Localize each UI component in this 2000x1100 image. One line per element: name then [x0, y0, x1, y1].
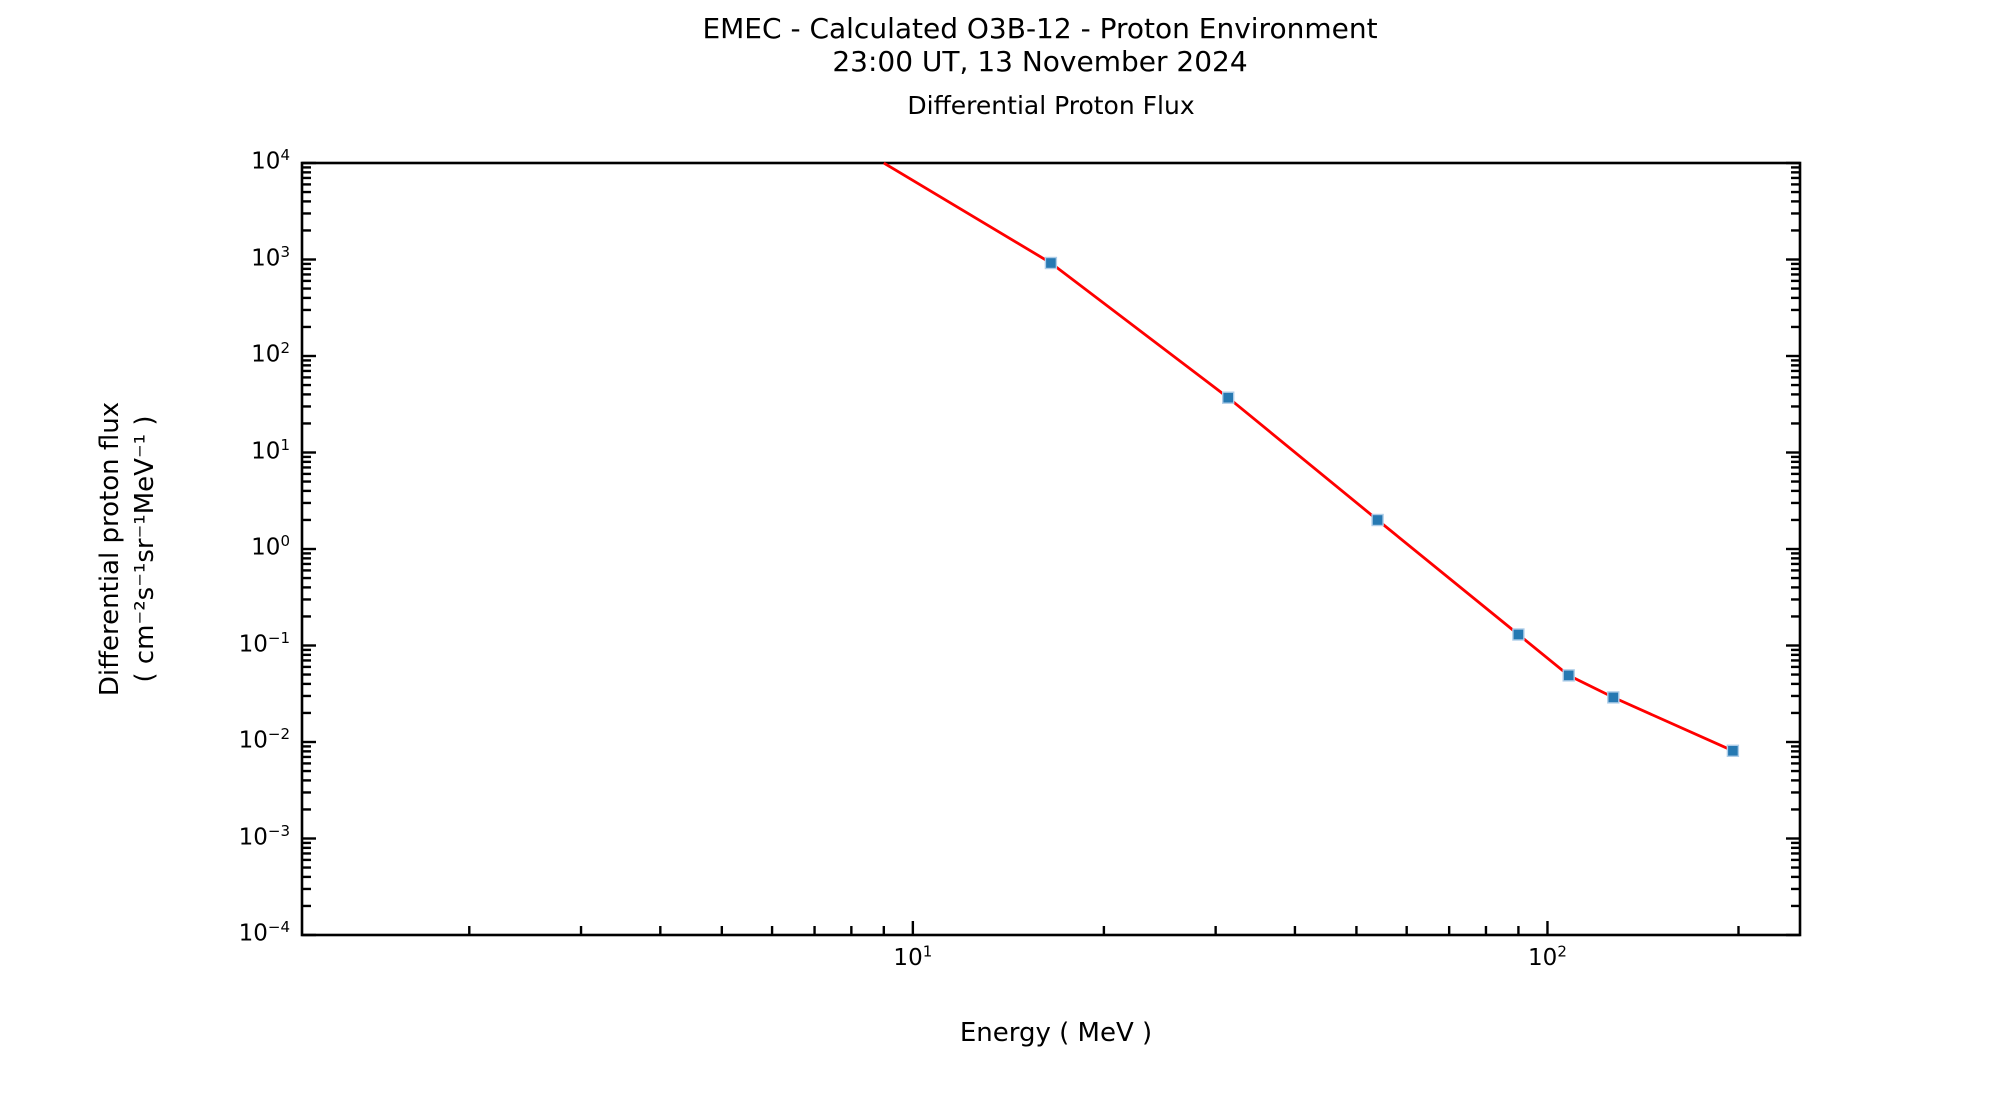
data-markers: [1044, 256, 1740, 757]
plot-border: [300, 161, 1802, 937]
x-axis-ticks: [468, 921, 1740, 935]
x-tick-label: 102: [1528, 942, 1567, 971]
y-tick-label: 103: [251, 242, 290, 272]
y-tick-label: 101: [251, 435, 290, 465]
data-point-marker: [1044, 256, 1058, 270]
figure-title-line1: EMEC - Calculated O3B-12 - Proton Enviro…: [702, 12, 1378, 45]
axes-title: Differential Proton Flux: [907, 91, 1195, 120]
y-tick-label: 10−3: [238, 821, 290, 851]
x-tick-label: 101: [893, 942, 933, 971]
data-point-marker: [1512, 628, 1525, 641]
data-point-marker: [1562, 669, 1575, 682]
y-tick-label: 10−1: [238, 628, 290, 658]
y-tick-label: 10−4: [238, 918, 290, 947]
y-tick-label: 100: [251, 532, 290, 561]
data-point-marker: [1371, 513, 1384, 527]
y-tick-label: 102: [251, 339, 290, 368]
flux-line: [883, 161, 1734, 753]
data-point-marker: [1607, 691, 1620, 704]
y-tick-label: 104: [251, 146, 290, 175]
data-point-marker: [1726, 744, 1740, 757]
y-tick-label: 10−2: [238, 725, 290, 754]
data-point-marker: [1221, 391, 1235, 404]
figure-title-line2: 23:00 UT, 13 November 2024: [832, 45, 1248, 78]
x-axis-label: Energy ( MeV ): [959, 1018, 1153, 1048]
y-axis-ticks: [302, 161, 1800, 937]
